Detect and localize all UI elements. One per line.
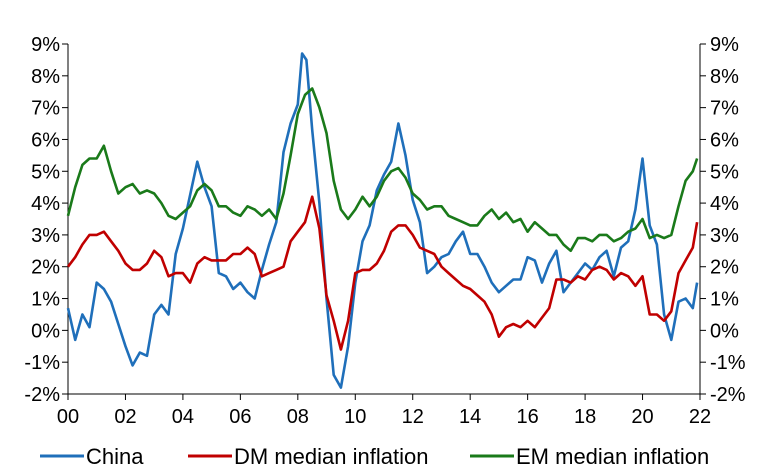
y-tick-label-left: 8% — [31, 66, 60, 88]
x-tick-label: 04 — [172, 406, 194, 428]
y-tick-label-left: 3% — [31, 225, 60, 247]
y-tick-label-left: -1% — [24, 352, 60, 374]
y-tick-label-right: 1% — [710, 289, 739, 311]
series-line-3 — [66, 87, 699, 253]
x-tick-label: 08 — [287, 406, 309, 428]
y-tick-label-right: 2% — [710, 257, 739, 279]
y-tick-label-right: 8% — [710, 66, 739, 88]
y-tick-label-left: 0% — [31, 320, 60, 342]
x-tick-label: 16 — [517, 406, 539, 428]
y-tick-label-right: 7% — [710, 98, 739, 120]
series-line-2 — [66, 195, 699, 351]
x-tick-label: 00 — [57, 406, 79, 428]
y-tick-label-left: 4% — [31, 193, 60, 215]
legend-label-1: China — [86, 444, 144, 469]
y-tick-label-left: -2% — [24, 384, 60, 406]
right-y-tick-labels: 9% 8% 7% 6% 5% 4% 3% 2% 1% 0% -1% -2% — [710, 34, 746, 406]
x-tick-label: 06 — [229, 406, 251, 428]
y-tick-label-right: 9% — [710, 34, 739, 56]
x-tick-label: 22 — [689, 406, 711, 428]
y-tick-label-left: 2% — [31, 257, 60, 279]
x-tick-label: 10 — [344, 406, 366, 428]
left-y-tick-labels: 9% 8% 7% 6% 5% 4% 3% 2% 1% 0% -1% -2% — [24, 34, 60, 406]
y-tick-label-left: 6% — [31, 129, 60, 151]
y-tick-label-left: 1% — [31, 289, 60, 311]
series-line-1 — [66, 52, 699, 389]
axes — [62, 43, 706, 400]
legend: China DM median inflation EM median inflat… — [40, 444, 709, 469]
y-tick-label-right: 6% — [710, 129, 739, 151]
x-tick-label: 02 — [114, 406, 136, 428]
series-lines — [66, 52, 699, 389]
y-tick-label-right: 0% — [710, 320, 739, 342]
y-tick-label-right: 3% — [710, 225, 739, 247]
y-tick-label-left: 9% — [31, 34, 60, 56]
x-tick-labels: 00 02 04 06 08 10 12 14 16 18 20 22 — [57, 406, 711, 428]
legend-label-3: EM median inflation — [516, 444, 709, 469]
x-tick-label: 18 — [574, 406, 596, 428]
x-tick-label: 14 — [459, 406, 481, 428]
y-tick-label-left: 5% — [31, 161, 60, 183]
y-tick-label-right: 5% — [710, 161, 739, 183]
y-tick-label-left: 7% — [31, 98, 60, 120]
legend-label-2: DM median inflation — [234, 444, 428, 469]
y-tick-label-right: -2% — [710, 384, 746, 406]
x-tick-label: 12 — [402, 406, 424, 428]
y-tick-label-right: 4% — [710, 193, 739, 215]
y-tick-label-right: -1% — [710, 352, 746, 374]
x-tick-label: 20 — [631, 406, 653, 428]
